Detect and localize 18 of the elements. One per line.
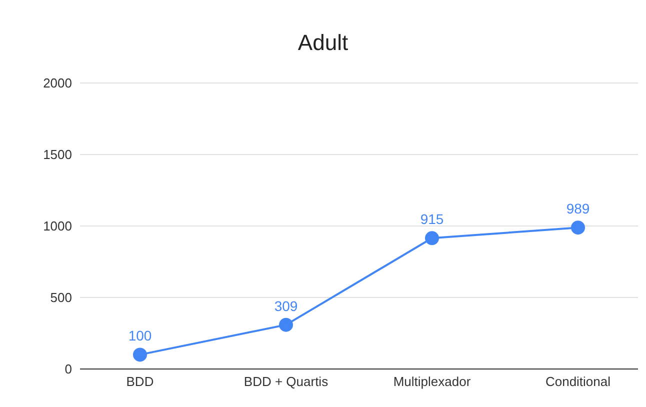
data-label: 309 xyxy=(274,298,298,314)
data-label: 100 xyxy=(128,328,152,344)
x-tick-label: BDD + Quartis xyxy=(244,374,329,390)
data-label: 915 xyxy=(420,211,444,228)
chart-title: Adult xyxy=(296,30,350,56)
x-tick-label: Multiplexador xyxy=(393,374,472,390)
point xyxy=(425,231,439,246)
point xyxy=(571,220,585,235)
point xyxy=(133,348,147,362)
y-tick-label: 1500 xyxy=(43,147,72,162)
y-tick-label: 2000 xyxy=(43,76,72,91)
y-tick-label: 0 xyxy=(64,362,72,377)
x-tick-label: Conditional xyxy=(545,374,611,390)
data-label: 989 xyxy=(566,200,590,217)
y-tick-label: 1000 xyxy=(43,218,72,234)
x-tick-label: BDD xyxy=(126,374,154,390)
point xyxy=(279,318,293,332)
y-tick-label: 500 xyxy=(50,290,72,306)
